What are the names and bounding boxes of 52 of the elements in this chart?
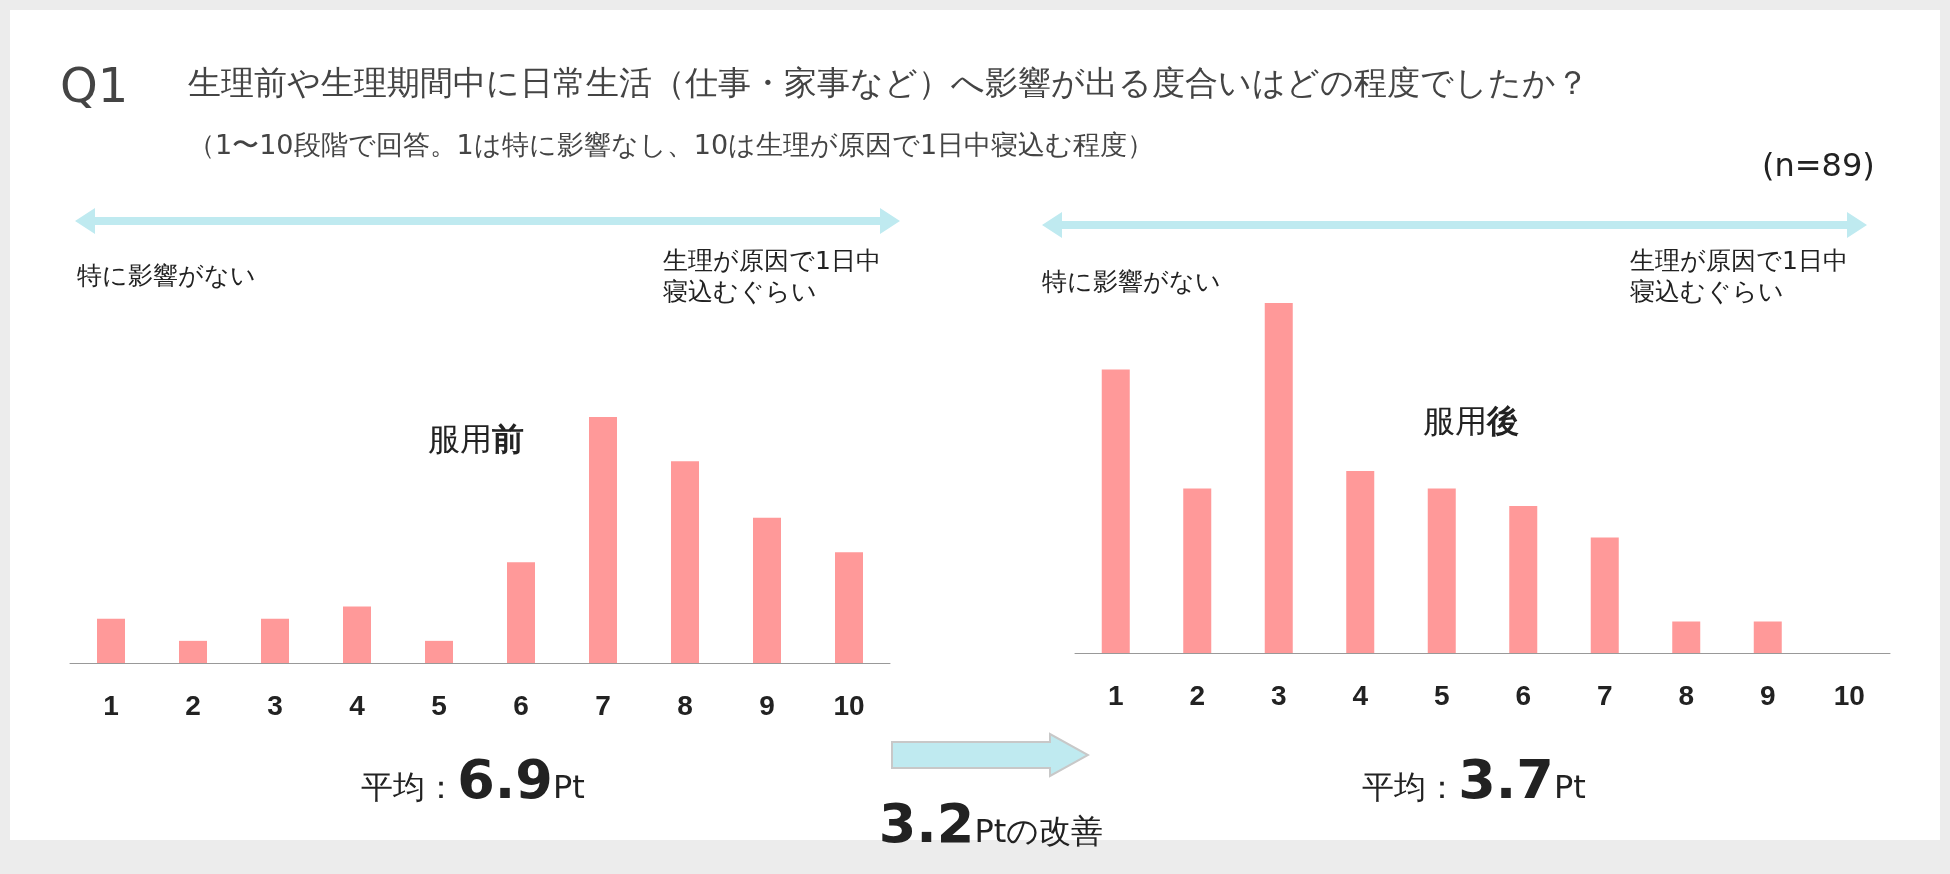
bar [343,606,371,663]
bar [589,417,617,663]
bar [671,461,699,663]
text: 特に影響がない [1042,266,1221,298]
text: Q1 [60,56,129,115]
x-tick-label: 8 [1678,679,1695,711]
x-tick-label: 8 [677,689,693,721]
bar [507,562,535,663]
x-tick-label: 2 [185,689,201,721]
bar [835,552,863,663]
text: 服用後 [1423,403,1519,439]
chart-title: 服用前 [428,421,524,457]
x-tick-label: 10 [833,689,865,721]
bar [753,517,781,663]
bar [179,640,207,663]
x-tick-label: 7 [1596,679,1613,711]
bar [1264,303,1293,653]
bar [1509,506,1538,653]
bar [1346,471,1375,653]
bar [1101,369,1130,653]
bar [97,618,125,663]
text: 生理前や生理期間中に日常生活（仕事・家事など）へ影響が出る度合いはどの程度でしたか？ [188,62,1589,104]
x-tick-label: 6 [1515,679,1532,711]
bar [1753,621,1782,653]
bar [1183,488,1212,653]
x-tick-label: 9 [759,689,775,721]
x-tick-label: 7 [595,689,611,721]
x-tick-label: 5 [431,689,447,721]
x-tick-label: 1 [103,689,119,721]
bar [1672,621,1701,653]
text: （1〜10段階で回答。1は特に影響なし、10は生理が原因で1日中寝込む程度） [188,128,1155,162]
text: 特に影響がない [77,260,256,292]
bar [1427,488,1456,653]
x-tick-label: 4 [349,689,366,721]
x-tick-label: 6 [513,689,529,721]
annotation: 生理が原因で1日中寝込むぐらい [1630,245,1849,308]
text: 生理が原因で1日中寝込むぐらい [663,245,882,308]
x-tick-label: 5 [1433,679,1450,711]
bar [1590,537,1619,653]
text: 平均：6.9Pt [361,747,585,813]
bar [425,640,453,663]
text: 平均：3.7Pt [1362,747,1586,813]
x-tick-label: 10 [1833,679,1865,711]
x-tick-label: 3 [1270,679,1287,711]
x-tick-label: 1 [1107,679,1124,711]
x-tick-label: 4 [1352,679,1369,711]
x-tick-label: 2 [1189,679,1206,711]
x-tick-label: 3 [267,689,283,721]
x-tick-label: 9 [1759,679,1776,711]
text: 3.2Ptの改善 [878,791,1104,857]
bar [261,618,289,663]
text: (n=89) [1762,145,1875,185]
